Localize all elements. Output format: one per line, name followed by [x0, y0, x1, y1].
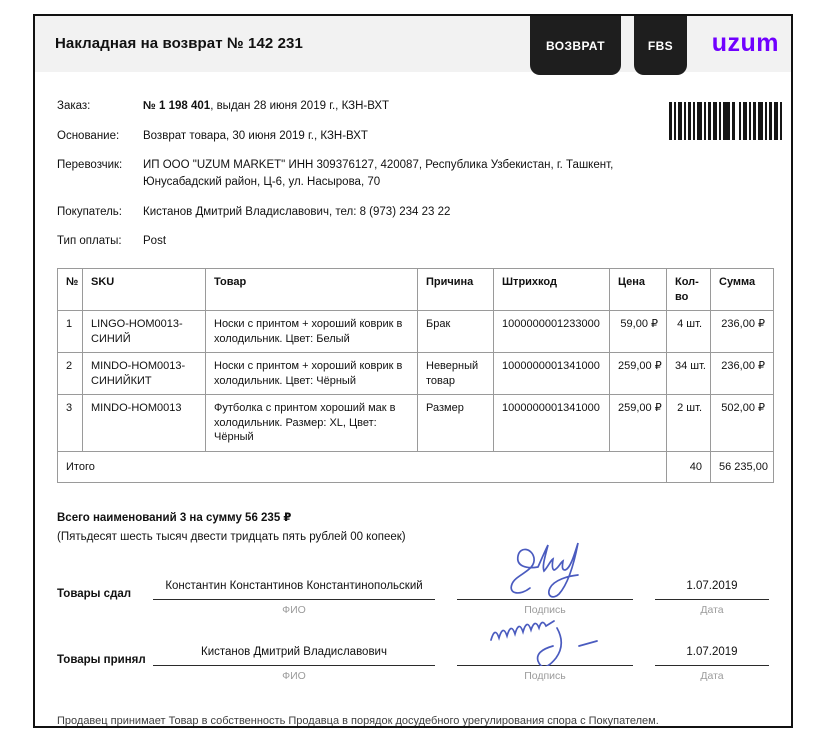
cell-qty: 2 шт. [666, 394, 711, 452]
received-row: Товары принял Кистанов Дмитрий Владислав… [57, 620, 769, 682]
page-title: Накладная на возврат № 142 231 [55, 35, 303, 52]
total-label: Итого [57, 450, 667, 484]
basis-value: Возврат товара, 30 июня 2019 г., КЗН-ВХТ [143, 129, 368, 142]
received-name-field: Кистанов Дмитрий Владиславович ФИО [153, 646, 435, 682]
cell-product: Носки с принтом + хороший коврик в холод… [205, 352, 418, 396]
cell-product: Футболка с принтом хороший мак в холодил… [205, 394, 418, 452]
carrier-row: Перевозчик: ИП ООО "UZUM MARKET" ИНН 309… [57, 157, 769, 190]
col-header-price: Цена [609, 268, 667, 312]
cell-price: 59,00 ₽ [609, 310, 667, 354]
fbs-badge: FBS [634, 16, 687, 75]
cell-sku: LINGO-HOM0013-СИНИЙ [82, 310, 206, 354]
order-info-section: Заказ: № 1 198 401, выдан 28 июня 2019 г… [35, 72, 791, 250]
handed-over-row: Товары сдал Константин Константинов Конс… [57, 542, 769, 616]
col-header-reason: Причина [417, 268, 494, 312]
cell-product: Носки с принтом + хороший коврик в холод… [205, 310, 418, 354]
received-signature [457, 646, 633, 666]
basis-row: Основание: Возврат товара, 30 июня 2019 … [57, 128, 769, 145]
summary-section: Всего наименований 3 на сумму 56 235 ₽ (… [57, 509, 769, 546]
handed-over-date: 1.07.2019 [655, 580, 769, 600]
return-badge: ВОЗВРАТ [530, 16, 621, 75]
received-signature-field: Подпись [457, 620, 633, 682]
cell-sum: 502,00 ₽ [710, 394, 774, 452]
name-caption: ФИО [282, 669, 306, 682]
carrier-label: Перевозчик: [57, 159, 123, 172]
cell-num: 2 [57, 352, 83, 396]
total-sum: 56 235,00 [710, 450, 774, 484]
order-value: № 1 198 401, выдан 28 июня 2019 г., КЗН-… [143, 98, 389, 115]
received-label: Товары принял [57, 653, 146, 666]
cell-sum: 236,00 ₽ [710, 310, 774, 354]
order-label: Заказ: [57, 100, 91, 112]
cell-qty: 34 шт. [666, 352, 711, 396]
fbs-badge-label: FBS [647, 38, 674, 53]
order-number: № 1 198 401 [143, 100, 211, 112]
goods-table: № SKU Товар Причина Штрихкод Цена Кол-во… [57, 268, 774, 484]
table-header-row: № SKU Товар Причина Штрихкод Цена Кол-во… [57, 268, 774, 312]
buyer-value: Кистанов Дмитрий Владиславович, тел: 8 (… [143, 205, 451, 218]
cell-price: 259,00 ₽ [609, 352, 667, 396]
cell-num: 3 [57, 394, 83, 452]
signatures-section: Товары сдал Константин Константинов Конс… [57, 542, 769, 682]
col-header-num: № [57, 268, 83, 312]
handed-over-label: Товары сдал [57, 587, 132, 600]
table-row: 2 MINDO-HOM0013-СИНИЙКИТ Носки с принтом… [57, 352, 774, 396]
handed-over-signature-field: Подпись [457, 542, 633, 616]
handed-over-name-field: Константин Константинов Константинопольс… [153, 580, 435, 616]
cell-barcode: 1000000001341000 [493, 394, 610, 452]
payment-value: Post [143, 235, 167, 248]
col-header-sum: Сумма [710, 268, 774, 312]
return-badge-label: ВОЗВРАТ [545, 38, 606, 53]
cell-barcode: 1000000001341000 [493, 352, 610, 396]
table-row: 1 LINGO-HOM0013-СИНИЙ Носки с принтом + … [57, 310, 774, 354]
basis-label: Основание: [57, 129, 120, 142]
col-header-sku: SKU [82, 268, 206, 312]
received-name: Кистанов Дмитрий Владиславович [153, 646, 435, 666]
document-header: Накладная на возврат № 142 231 ВОЗВРАТ F… [35, 16, 791, 75]
cell-qty: 4 шт. [666, 310, 711, 354]
barcode-image [669, 102, 782, 140]
col-header-barcode: Штрихкод [493, 268, 610, 312]
date-caption: Дата [700, 603, 724, 616]
cell-reason: Размер [417, 394, 494, 452]
carrier-value: ИП ООО "UZUM MARKET" ИНН 309376127, 4200… [143, 159, 614, 189]
disclaimer-line-1: Продавец принимает Товар в собственность… [57, 714, 659, 727]
name-caption: ФИО [282, 603, 306, 616]
order-details: , выдан 28 июня 2019 г., КЗН-ВХТ [210, 100, 390, 112]
table-total-row: Итого 40 56 235,00 [57, 450, 774, 484]
summary-total-line: Всего наименований 3 на сумму 56 235 ₽ [57, 512, 292, 525]
col-header-qty: Кол-во [666, 268, 711, 312]
cell-sku: MINDO-HOM0013-СИНИЙКИТ [82, 352, 206, 396]
handed-over-name: Константин Константинов Константинопольс… [153, 580, 435, 600]
order-row: Заказ: № 1 198 401, выдан 28 июня 2019 г… [57, 98, 769, 115]
cell-reason: Брак [417, 310, 494, 354]
buyer-label: Покупатель: [57, 205, 122, 218]
sign-caption: Подпись [524, 669, 566, 682]
return-invoice-document: Накладная на возврат № 142 231 ВОЗВРАТ F… [33, 14, 793, 728]
uzum-logo: uzum [711, 29, 779, 57]
buyer-row: Покупатель: Кистанов Дмитрий Владиславов… [57, 204, 769, 221]
received-date-field: 1.07.2019 Дата [655, 646, 769, 682]
col-header-product: Товар [205, 268, 418, 312]
date-caption: Дата [700, 669, 724, 682]
payment-row: Тип оплаты: Post [57, 233, 769, 250]
cell-barcode: 1000000001233000 [493, 310, 610, 354]
handed-over-signature [457, 580, 633, 600]
cell-sku: MINDO-HOM0013 [82, 394, 206, 452]
summary-words-line: (Пятьдесят шесть тысяч двести тридцать п… [57, 530, 406, 543]
handed-over-date-field: 1.07.2019 Дата [655, 580, 769, 616]
cell-price: 259,00 ₽ [609, 394, 667, 452]
total-qty: 40 [666, 450, 711, 484]
payment-label: Тип оплаты: [57, 235, 122, 248]
received-date: 1.07.2019 [655, 646, 769, 666]
cell-reason: Неверный товар [417, 352, 494, 396]
sign-caption: Подпись [524, 603, 566, 616]
disclaimer-section: Продавец принимает Товар в собственность… [57, 712, 769, 727]
cell-sum: 236,00 ₽ [710, 352, 774, 396]
cell-num: 1 [57, 310, 83, 354]
table-row: 3 MINDO-HOM0013 Футболка с принтом хорош… [57, 394, 774, 452]
